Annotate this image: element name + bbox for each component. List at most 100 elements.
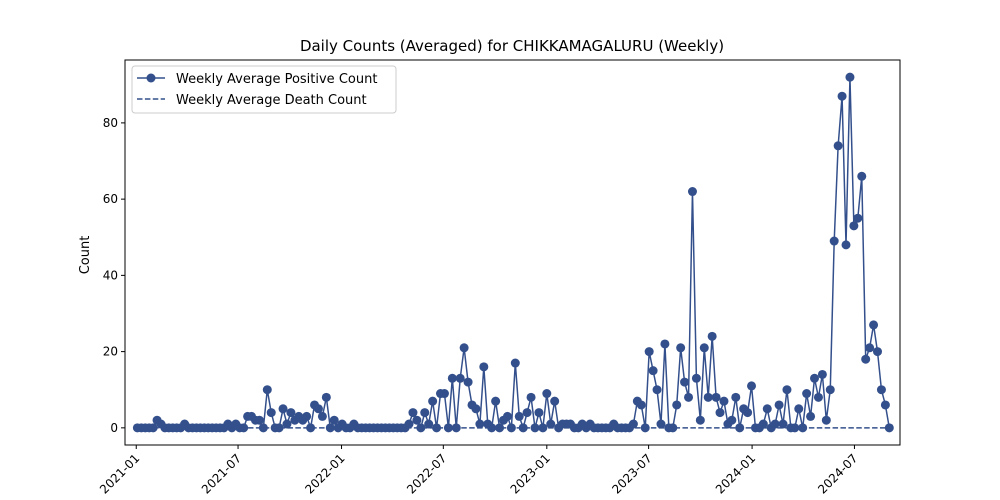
positive-data-point: [758, 419, 768, 429]
positive-data-point: [416, 423, 426, 433]
positive-data-point: [707, 331, 717, 341]
positive-data-point: [873, 347, 882, 357]
y-tick-label: 40: [103, 268, 118, 282]
legend-death-label: Weekly Average Death Count: [176, 93, 367, 108]
positive-data-point: [731, 392, 741, 402]
positive-data-point: [329, 415, 339, 425]
positive-data-point: [668, 423, 678, 433]
x-tick-label: 2023-01: [508, 451, 553, 496]
positive-data-point: [491, 396, 501, 406]
positive-data-point: [266, 408, 276, 418]
positive-data-point: [865, 343, 875, 353]
positive-data-point: [286, 408, 296, 418]
positive-data-point: [806, 411, 816, 421]
positive-data-point: [542, 389, 552, 399]
positive-data-point: [644, 347, 654, 357]
positive-data-point: [853, 213, 863, 223]
y-tick-label: 80: [103, 116, 118, 130]
positive-data-point: [479, 362, 489, 372]
plot-area: [132, 72, 894, 433]
positive-data-point: [833, 141, 843, 151]
x-tick-label: 2024-01: [713, 451, 758, 496]
positive-data-point: [538, 423, 548, 433]
positive-data-point: [432, 423, 442, 433]
x-tick-label: 2022-01: [302, 451, 347, 496]
positive-data-point: [837, 91, 847, 101]
positive-series-line: [137, 76, 891, 429]
positive-data-point: [825, 385, 835, 395]
x-tick-label: 2024-07: [815, 451, 860, 496]
positive-data-point: [719, 396, 729, 406]
positive-data-point: [703, 392, 713, 402]
positive-data-point: [404, 419, 414, 429]
positive-data-point: [861, 354, 871, 364]
positive-data-point: [798, 423, 808, 433]
positive-data-point: [463, 377, 473, 387]
positive-data-point: [475, 419, 485, 429]
positive-data-point: [656, 419, 666, 429]
positive-data-point: [802, 389, 812, 399]
positive-data-point: [258, 423, 268, 433]
positive-data-point: [691, 373, 701, 383]
legend-frame: [131, 65, 397, 114]
positive-data-point: [282, 419, 292, 429]
positive-data-point: [325, 423, 335, 433]
positive-data-point: [676, 343, 686, 353]
positive-data-point: [884, 423, 894, 433]
positive-data-point: [699, 343, 709, 353]
positive-data-point: [770, 419, 780, 429]
positive-data-point: [302, 411, 312, 421]
positive-data-point: [695, 415, 705, 425]
positive-data-point: [636, 400, 646, 410]
positive-data-point: [715, 408, 725, 418]
positive-data-point: [526, 392, 536, 402]
positive-data-point: [412, 415, 422, 425]
positive-data-point: [239, 423, 249, 433]
positive-data-point: [660, 339, 670, 349]
x-tick-label: 2021-07: [199, 451, 244, 496]
positive-data-point: [439, 389, 449, 399]
y-tick-label: 0: [110, 421, 118, 435]
positive-data-point: [821, 415, 831, 425]
positive-data-point: [813, 392, 823, 402]
positive-data-point: [471, 404, 481, 414]
positive-data-point: [148, 423, 158, 433]
positive-data-point: [640, 423, 650, 433]
positive-data-point: [447, 373, 457, 383]
positive-data-point: [550, 396, 560, 406]
y-tick-label: 20: [103, 345, 118, 359]
positive-data-point: [408, 408, 418, 418]
positive-data-point: [652, 385, 662, 395]
y-axis-label: Count: [78, 236, 93, 275]
positive-data-point: [506, 423, 516, 433]
positive-data-point: [680, 377, 690, 387]
positive-data-point: [254, 415, 264, 425]
positive-data-point: [546, 419, 556, 429]
positive-data-point: [514, 411, 524, 421]
positive-data-point: [684, 392, 694, 402]
positive-data-point: [880, 400, 890, 410]
positive-data-point: [790, 423, 800, 433]
positive-data-point: [845, 72, 855, 82]
positive-data-point: [534, 408, 544, 418]
positive-data-point: [810, 373, 820, 383]
positive-data-point: [849, 221, 859, 231]
positive-data-point: [313, 404, 323, 414]
positive-data-point: [672, 400, 682, 410]
positive-data-point: [278, 404, 288, 414]
positive-data-point: [628, 419, 638, 429]
positive-data-point: [306, 423, 316, 433]
positive-data-point: [420, 408, 430, 418]
positive-data-point: [817, 369, 827, 379]
positive-data-point: [459, 343, 469, 353]
y-tick-label: 60: [103, 192, 118, 206]
positive-data-point: [455, 373, 465, 383]
positive-data-point: [794, 404, 804, 414]
positive-data-point: [274, 423, 284, 433]
positive-data-point: [747, 381, 757, 391]
positive-data-point: [727, 415, 737, 425]
positive-data-point: [711, 392, 721, 402]
positive-data-point: [428, 396, 438, 406]
